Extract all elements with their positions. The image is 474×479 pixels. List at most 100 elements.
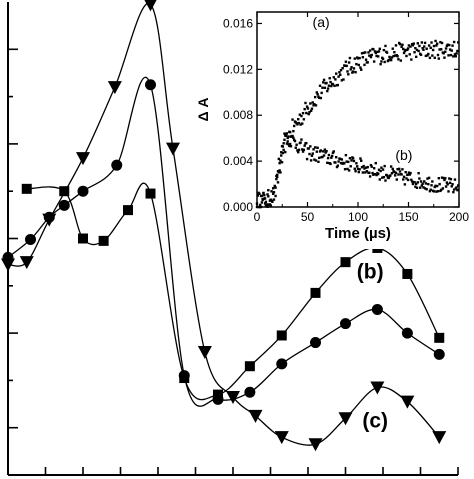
inset-series-a-point (341, 66, 344, 70)
inset-series-a-point (451, 44, 454, 47)
inset-series-a-point (306, 107, 310, 110)
inset-series-b-point (261, 198, 264, 202)
inset-series-b-point (308, 152, 311, 156)
inset-series-a-point (402, 51, 406, 55)
inset-series-b-point (453, 178, 457, 181)
inset-series-b-point (274, 186, 277, 189)
inset-series-a-point (416, 42, 419, 45)
inset-series-a-point (280, 154, 283, 157)
inset-series-a-point (423, 45, 426, 48)
inset-series-a-point (411, 44, 415, 47)
inset-series-a-point (453, 53, 457, 56)
inset-series-a-point (368, 49, 372, 52)
inset-series-a-point (271, 187, 275, 190)
inset-series-a-point (313, 95, 317, 99)
inset-series-b-point (389, 165, 393, 168)
inset-series-b-point (283, 132, 286, 135)
inset-series-b-point (273, 185, 276, 188)
inset-series-b-point (277, 157, 281, 161)
inset-series-b-point (288, 142, 292, 146)
inset-series-b-point (364, 171, 367, 174)
inset-series-b-point (364, 166, 368, 169)
inset-series-a-point (310, 107, 314, 110)
inset-series-b-point (355, 165, 359, 168)
inset-series-b-point (401, 168, 404, 171)
inset-series-a-point (292, 129, 295, 133)
inset-series-a-point (330, 84, 333, 88)
inset-series-b-point (387, 176, 390, 180)
main-series-c-point (19, 256, 34, 270)
main-series-c-point (197, 346, 212, 360)
inset-series-b-point (302, 148, 306, 152)
inset-series-b-point (380, 166, 383, 169)
inset-series-a-point (328, 77, 331, 80)
inset-series-a-point (304, 101, 307, 105)
inset-series-b-point (270, 190, 273, 193)
inset-series-b-point (297, 148, 301, 152)
inset-series-a-point (333, 84, 336, 88)
main-series-b-point (212, 393, 224, 405)
main-series-markers (1, 0, 447, 452)
main-series-c-point (42, 213, 57, 227)
inset-series-a-point (367, 51, 370, 54)
inset-series-a-point (383, 60, 386, 64)
inset-series-b-point (351, 157, 355, 160)
inset-series-b-point (291, 134, 294, 138)
inset-series-a-point (377, 50, 381, 53)
inset-series-a-point (339, 68, 343, 72)
inset-series-b-point (264, 200, 268, 204)
inset-series-a-point (364, 51, 367, 54)
inset-series-b-point (446, 183, 449, 186)
inset-series-a-point (331, 83, 335, 86)
inset-series-a-point (358, 56, 361, 60)
inset-series-a-point (417, 49, 420, 53)
inset-series-b-point (334, 161, 337, 164)
inset-series-b-point (378, 178, 382, 181)
inset-series-a-point (439, 40, 442, 44)
inset-series-a-point (380, 60, 383, 63)
inset-series-b-point (393, 174, 397, 177)
inset-series-a-point (444, 50, 447, 53)
inset-series-b-point (293, 139, 297, 143)
inset-series-b-point (419, 186, 422, 189)
inset-series-b-point (416, 181, 419, 184)
inset-series-b-point (271, 199, 274, 203)
inset-series-b-point (269, 198, 272, 201)
inset-series-b-point (368, 175, 372, 178)
inset-series-b-point (403, 183, 407, 186)
inset-series-b-point (452, 188, 456, 191)
inset-series-a-point (437, 57, 440, 60)
inset-series-b-point (322, 154, 326, 157)
inset-series-a-point (434, 39, 437, 43)
inset-series-b-point (322, 150, 325, 153)
inset-series-b-point (329, 162, 332, 166)
inset-series-b-point (337, 160, 340, 163)
inset-series-b-point (444, 185, 448, 188)
main-series-c-point (107, 81, 122, 95)
inset-series-b-point (438, 182, 441, 186)
inset-series-a-point (355, 62, 358, 66)
main-series-b-point (340, 318, 351, 330)
inset-series-b-point (373, 172, 377, 176)
inset-series-a-point (316, 92, 319, 96)
inset-series-b-point (417, 171, 420, 175)
inset-series-a-point (322, 81, 325, 84)
inset-series-b-point (288, 144, 291, 148)
inset-series-a-point (313, 103, 316, 106)
inset-series-a-point (433, 56, 436, 60)
inset-y-tick-label: 0.000 (223, 200, 253, 214)
inset-series-b-point (282, 148, 285, 152)
inset-series-b-point (317, 160, 320, 163)
inset-series-a-point (440, 48, 443, 51)
inset-series-a-point (263, 194, 266, 197)
inset-series-a-point (275, 177, 278, 181)
inset-series-b-point (423, 187, 427, 190)
main-series-c-point (248, 409, 263, 423)
inset-series-a-point (402, 47, 405, 51)
main-series-b-point (145, 79, 156, 91)
inset-series-b-point (352, 159, 356, 163)
inset-series-b-point (389, 174, 392, 177)
inset-series-a-point (366, 61, 369, 64)
inset-series-a-point (263, 202, 267, 205)
